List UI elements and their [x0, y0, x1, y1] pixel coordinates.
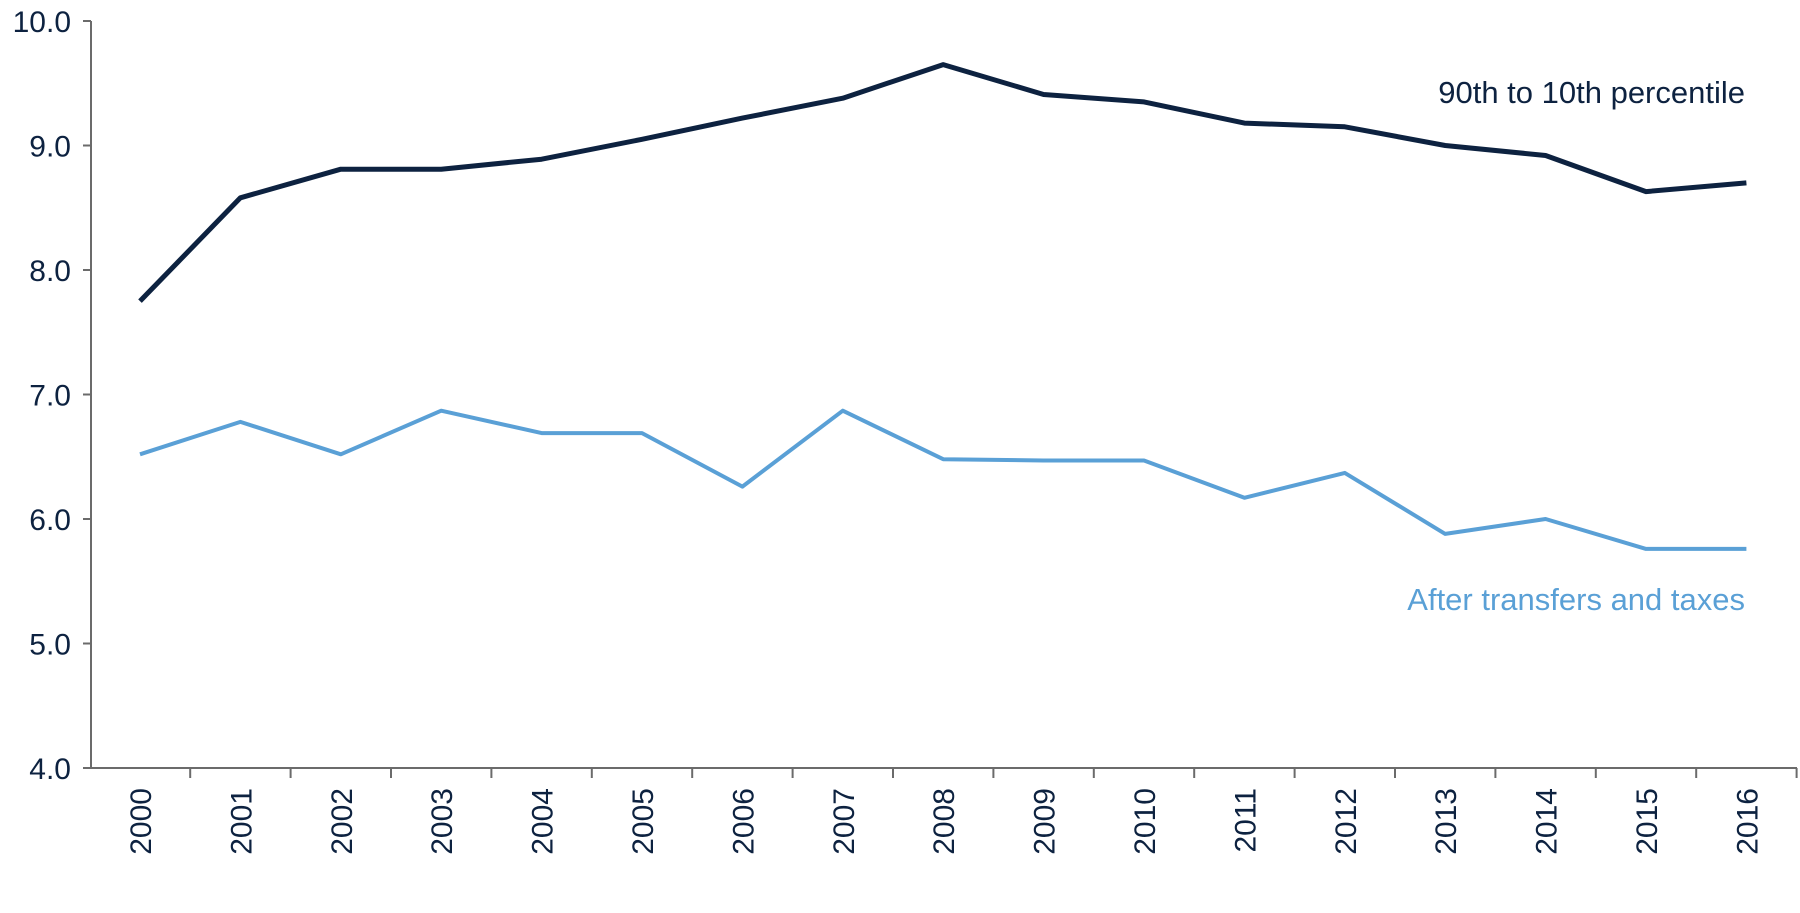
series-label-percentile-ratio: 90th to 10th percentile	[1438, 75, 1745, 110]
series-line-after-transfers	[139, 408, 1747, 551]
x-tick-label: 2003	[426, 788, 459, 855]
x-tick-label: 2002	[326, 788, 359, 855]
y-tick-label: 4.0	[29, 753, 71, 786]
x-tick-label: 2005	[627, 788, 660, 855]
x-tick-label: 2009	[1029, 788, 1062, 855]
x-tick-label: 2015	[1631, 788, 1664, 855]
y-tick-label: 5.0	[29, 629, 71, 662]
x-tick-label: 2006	[727, 788, 760, 855]
y-tick-label: 9.0	[29, 131, 71, 164]
x-tick-label: 2001	[225, 788, 258, 855]
x-tick-label: 2000	[125, 788, 158, 855]
y-tick-label: 10.0	[13, 6, 71, 39]
x-tick-label: 2011	[1229, 788, 1262, 853]
y-tick-label: 6.0	[29, 504, 71, 537]
x-tick-label: 2010	[1129, 788, 1162, 855]
y-tick-label: 8.0	[29, 255, 71, 288]
x-tick-label: 2008	[928, 788, 961, 855]
x-tick-label: 2004	[527, 788, 560, 855]
x-tick-label: 2016	[1731, 788, 1764, 855]
series-label-after-transfers: After transfers and taxes	[1407, 582, 1745, 617]
x-tick-label: 2013	[1430, 788, 1463, 855]
x-tick-label: 2007	[828, 788, 861, 855]
x-tick-label: 2012	[1330, 788, 1363, 855]
x-tick-label: 2014	[1531, 788, 1564, 855]
y-tick-label: 7.0	[29, 380, 71, 413]
